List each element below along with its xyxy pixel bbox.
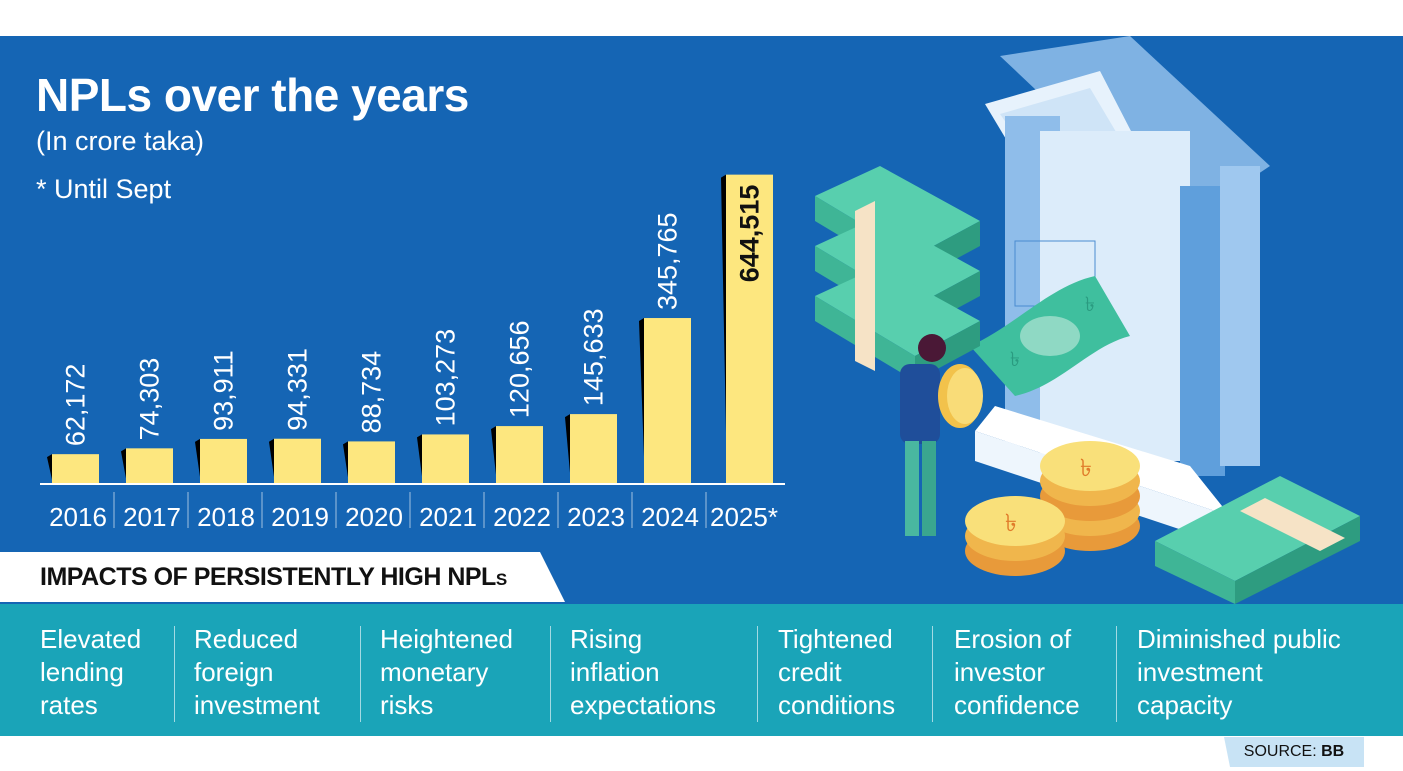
divider xyxy=(932,626,933,722)
bar-shadow xyxy=(721,174,727,484)
x-tick-label: 2018 xyxy=(197,502,255,532)
value-label: 644,515 xyxy=(735,185,765,283)
value-label: 88,734 xyxy=(357,351,387,434)
svg-text:৳: ৳ xyxy=(1085,292,1095,316)
chart-title: NPLs over the years xyxy=(36,69,469,121)
impacts-band: Elevated lending rates Reduced foreign i… xyxy=(0,604,1403,736)
impact-item: Heightened monetary risks xyxy=(380,624,513,720)
divider xyxy=(1116,626,1117,722)
svg-text:৳: ৳ xyxy=(1080,454,1092,482)
source-tag: SOURCE: BB xyxy=(1224,737,1364,767)
svg-text:৳: ৳ xyxy=(1010,347,1020,371)
divider xyxy=(550,626,551,722)
bar-2021 xyxy=(422,434,469,484)
impact-item: Reduced foreign investment xyxy=(194,624,320,720)
bar-shadow xyxy=(343,441,349,484)
x-tick-label: 2023 xyxy=(567,502,625,532)
divider xyxy=(174,626,175,722)
chart-subtitle: (In crore taka) xyxy=(36,126,205,156)
value-label: 345,765 xyxy=(653,212,683,310)
bar-2018 xyxy=(200,438,247,484)
value-label: 93,911 xyxy=(209,350,239,431)
taka-banknote-stack-icon xyxy=(815,166,980,381)
value-label: 94,331 xyxy=(283,348,313,431)
impacts-heading-tab: IMPACTS OF PERSISTENTLY HIGH NPLS xyxy=(0,552,565,602)
value-label: 74,303 xyxy=(135,358,165,441)
x-tick-label: 2020 xyxy=(345,502,403,532)
bar-shadow xyxy=(121,448,127,484)
bar-2024 xyxy=(644,318,691,484)
bar-shadow xyxy=(565,414,571,484)
bar-2017 xyxy=(126,448,173,484)
value-label: 120,656 xyxy=(505,320,535,418)
x-tick-label: 2019 xyxy=(271,502,329,532)
bank-illustration: ৳ ৳ ৳ ৳ xyxy=(815,36,1360,604)
bar-2022 xyxy=(496,426,543,484)
x-tick-label: 2017 xyxy=(123,502,181,532)
svg-text:৳: ৳ xyxy=(1005,509,1017,537)
x-tick-label: 2025* xyxy=(710,502,778,532)
person-holding-coin-icon xyxy=(900,334,983,536)
bar-shadow xyxy=(269,438,275,484)
taka-banknote-bundle-icon xyxy=(1155,476,1360,604)
value-label: 103,273 xyxy=(431,329,461,427)
x-tick-label: 2022 xyxy=(493,502,551,532)
bar-2020 xyxy=(348,441,395,484)
impact-item: Elevated lending rates xyxy=(40,624,142,720)
bar-shadow xyxy=(417,434,423,484)
bar-2019 xyxy=(274,438,321,484)
impact-item: Diminished public investment capacity xyxy=(1137,624,1341,720)
bar-2025 xyxy=(726,174,773,484)
bar-shadow xyxy=(195,438,201,484)
value-label: 145,633 xyxy=(579,308,609,406)
taka-banknote-icon: ৳ ৳ xyxy=(970,276,1130,396)
bar-shadow xyxy=(47,454,53,484)
value-label: 62,172 xyxy=(61,364,91,447)
x-tick-label: 2021 xyxy=(419,502,477,532)
x-tick-label: 2024 xyxy=(641,502,699,532)
divider xyxy=(757,626,758,722)
bar-2023 xyxy=(570,414,617,484)
x-tick-label: 2016 xyxy=(49,502,107,532)
bar-shadow xyxy=(639,318,645,484)
impact-item: Tightened credit conditions xyxy=(778,624,896,720)
impact-item: Rising inflation expectations xyxy=(570,624,716,720)
divider xyxy=(360,626,361,722)
chart-note: * Until Sept xyxy=(36,174,172,204)
impacts-heading: IMPACTS OF PERSISTENTLY HIGH NPLS xyxy=(40,563,507,591)
impact-item: Erosion of investor confidence xyxy=(954,624,1080,720)
bar-shadow xyxy=(491,426,497,484)
bar-2016 xyxy=(52,454,99,484)
taka-coin-stack-icon: ৳ ৳ xyxy=(965,441,1140,576)
